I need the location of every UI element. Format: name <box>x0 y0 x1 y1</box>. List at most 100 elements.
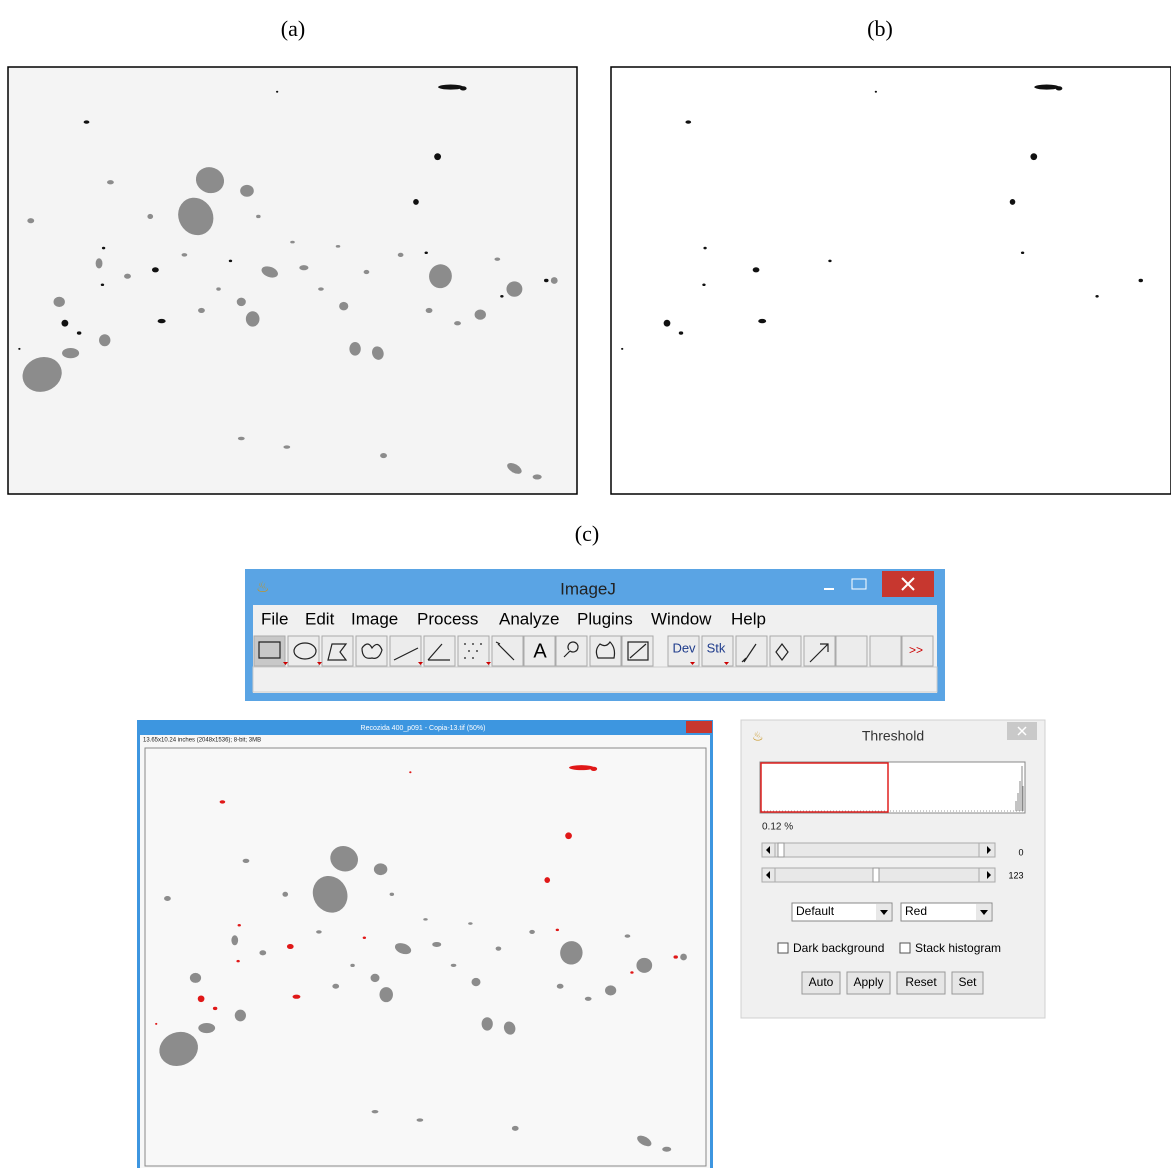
particle <box>758 319 766 323</box>
particle <box>236 960 239 963</box>
particle <box>155 1023 157 1025</box>
tool-button[interactable] <box>804 636 835 666</box>
checkbox[interactable] <box>778 943 788 953</box>
min-value: 0 <box>1018 847 1023 857</box>
particle <box>460 86 467 90</box>
particle <box>84 120 90 123</box>
particle <box>229 260 232 263</box>
particle <box>590 767 597 771</box>
particle <box>569 765 594 770</box>
particle <box>363 937 366 940</box>
particle <box>556 929 559 932</box>
button-label: Auto <box>809 975 834 989</box>
particle <box>107 180 114 184</box>
particle <box>673 955 677 958</box>
particle <box>237 298 246 307</box>
close-button[interactable] <box>686 721 712 733</box>
particle <box>235 1010 246 1022</box>
menu-item[interactable]: Plugins <box>577 609 633 628</box>
particle <box>426 308 433 313</box>
menu-item[interactable]: Edit <box>305 609 335 628</box>
particle <box>494 257 500 260</box>
checkbox-label: Dark background <box>793 941 884 955</box>
particle <box>496 947 502 951</box>
particle <box>240 185 254 197</box>
particle <box>371 974 380 982</box>
particle <box>434 153 441 160</box>
particle <box>625 934 631 937</box>
menu-item[interactable]: Analyze <box>499 609 559 628</box>
panel-label: (c) <box>575 521 599 546</box>
tool-button[interactable] <box>492 636 523 666</box>
panel-label: (b) <box>867 16 893 41</box>
tool-button[interactable] <box>288 636 319 666</box>
particle <box>238 437 245 440</box>
particle <box>54 297 65 307</box>
particle <box>379 987 392 1002</box>
particle <box>318 287 324 290</box>
particle <box>299 265 308 270</box>
menu-item[interactable]: Process <box>417 609 478 628</box>
particle <box>1034 85 1059 90</box>
menu-item[interactable]: Image <box>351 609 398 628</box>
particle <box>18 348 20 350</box>
particle <box>680 954 687 961</box>
particle <box>409 771 411 773</box>
method-label: Default <box>796 904 835 918</box>
figure: (a) (b) (c) ♨ ImageJ FileEditImageProces… <box>0 0 1171 1168</box>
dev-menu[interactable]: Dev <box>672 640 696 655</box>
more-tools[interactable]: >> <box>909 643 923 657</box>
menu-item[interactable]: Help <box>731 609 766 628</box>
menu-item[interactable]: File <box>261 609 288 628</box>
particle <box>482 1017 493 1030</box>
particle <box>231 935 238 945</box>
tool-button[interactable] <box>770 636 801 666</box>
particle <box>147 214 153 219</box>
mode-label: Red <box>905 904 927 918</box>
particle <box>425 251 428 254</box>
particle <box>621 348 623 350</box>
particle <box>77 331 82 334</box>
particle <box>544 279 549 282</box>
particle <box>96 258 103 268</box>
tool-button[interactable] <box>590 636 621 666</box>
tool-button[interactable] <box>356 636 387 666</box>
menu-item[interactable]: Window <box>651 609 712 628</box>
particle <box>662 1147 671 1152</box>
tool-button[interactable] <box>390 636 421 666</box>
checkbox[interactable] <box>900 943 910 953</box>
particle <box>380 453 387 458</box>
tool-button[interactable] <box>424 636 455 666</box>
particle <box>276 91 278 93</box>
tool-button[interactable] <box>322 636 353 666</box>
particle <box>533 474 542 479</box>
particle <box>290 241 295 244</box>
page: (a) (b) (c) ♨ ImageJ FileEditImageProces… <box>0 0 1171 1168</box>
particle <box>512 1126 519 1131</box>
particle <box>182 253 188 256</box>
particle <box>702 283 705 286</box>
particle <box>664 320 671 327</box>
particle <box>190 973 201 983</box>
button-label: Set <box>958 975 977 989</box>
app-icon: ♨ <box>256 579 269 596</box>
slider[interactable] <box>762 843 995 857</box>
particle <box>339 302 348 311</box>
particle <box>198 1023 215 1033</box>
particle <box>124 274 131 279</box>
tool-button[interactable] <box>458 636 489 666</box>
stk-menu[interactable]: Stk <box>707 640 726 655</box>
slider[interactable] <box>762 868 995 882</box>
particle <box>198 995 205 1002</box>
particle <box>61 320 68 327</box>
tool-button[interactable] <box>870 636 901 666</box>
particle <box>679 331 683 334</box>
tool-button[interactable] <box>836 636 867 666</box>
particle <box>1010 199 1016 205</box>
particle <box>432 942 441 947</box>
particle <box>557 984 564 989</box>
tool-button[interactable] <box>556 636 587 666</box>
particle <box>216 287 221 290</box>
percent-label: 0.12 % <box>762 822 793 833</box>
app-icon: ♨ <box>752 728 764 743</box>
